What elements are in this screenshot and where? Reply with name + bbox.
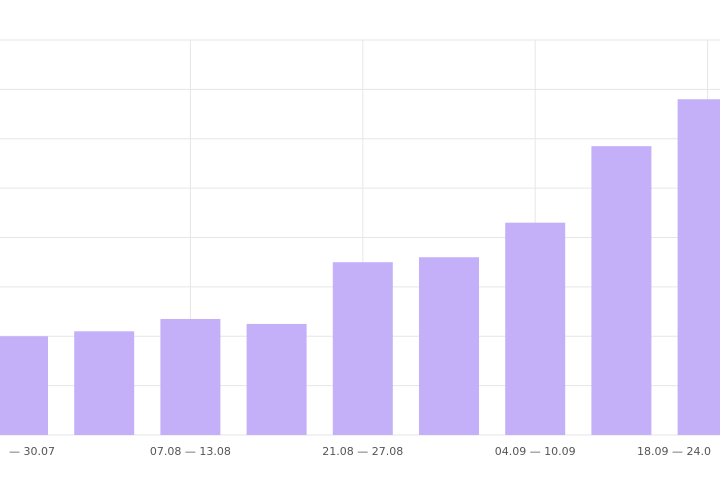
bar — [160, 318, 221, 435]
bar — [246, 323, 307, 435]
bar — [505, 222, 566, 435]
bar — [74, 331, 135, 435]
bar — [419, 257, 479, 435]
x-tick-label: 07.08 — 13.08 — [150, 445, 231, 458]
bar — [677, 99, 720, 435]
x-tick-label: 18.09 — 24.0 — [637, 445, 711, 458]
x-tick-label: 04.09 — 10.09 — [495, 445, 576, 458]
bar — [332, 262, 393, 435]
x-tick-label: — 30.07 — [9, 445, 55, 458]
x-tick-label: 21.08 — 27.08 — [322, 445, 403, 458]
bar — [591, 146, 652, 435]
bar — [0, 336, 48, 435]
